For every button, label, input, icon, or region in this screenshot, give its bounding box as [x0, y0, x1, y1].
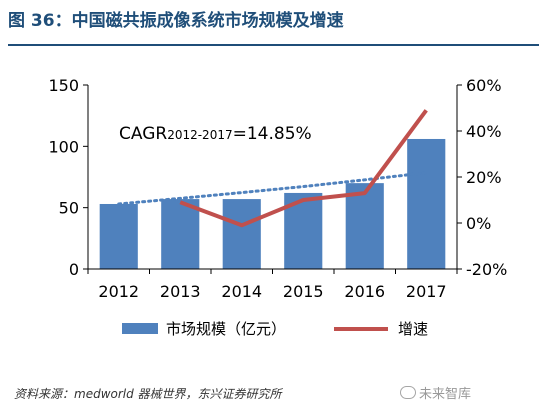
legend-swatch-bar — [122, 323, 158, 334]
x-tick-label: 2014 — [221, 282, 262, 301]
chat-bubble-icon — [400, 386, 416, 399]
title-divider — [8, 44, 539, 46]
left-axis-ticks: 0 50 100 150 — [48, 76, 88, 279]
x-tick-label: 2017 — [406, 282, 447, 301]
bar-2013 — [161, 199, 200, 269]
right-tick-label: 20% — [466, 168, 502, 187]
left-tick-label: 0 — [69, 260, 79, 279]
left-tick-label: 100 — [48, 137, 79, 156]
bar-2016 — [345, 183, 384, 269]
x-tick-label: 2013 — [160, 282, 201, 301]
source-note: 资料来源：medworld 器械世界，东兴证券研究所 — [14, 387, 282, 401]
cagr-annotation: CAGR2012-2017=14.85% — [119, 124, 312, 144]
watermark-text: 未来智库 — [419, 387, 472, 402]
right-axis-ticks: -20% 0% 20% 40% 60% — [457, 76, 507, 279]
bar-2017 — [407, 138, 446, 269]
legend-label-line: 增速 — [398, 320, 428, 338]
legend-label-bar: 市场规模（亿元） — [166, 320, 286, 338]
x-tick-label: 2012 — [98, 282, 139, 301]
bar-series — [99, 138, 446, 269]
bar-2014 — [222, 199, 261, 269]
growth-line — [179, 109, 428, 228]
right-tick-label: -20% — [466, 260, 507, 279]
right-tick-label: 40% — [466, 122, 502, 141]
bar-2012 — [99, 203, 138, 269]
left-tick-label: 150 — [48, 76, 79, 95]
x-tick-label: 2015 — [283, 282, 324, 301]
right-tick-label: 0% — [466, 214, 491, 233]
x-tick-label: 2016 — [344, 282, 385, 301]
x-axis-ticks: 2012 2013 2014 2015 2016 2017 — [87, 269, 458, 301]
right-tick-label: 60% — [466, 76, 502, 95]
legend: 市场规模（亿元） 增速 — [122, 320, 428, 338]
watermark: 未来智库 — [400, 383, 471, 402]
left-tick-label: 50 — [59, 199, 79, 218]
figure-title: 图 36：中国磁共振成像系统市场规模及增速 — [8, 11, 344, 31]
